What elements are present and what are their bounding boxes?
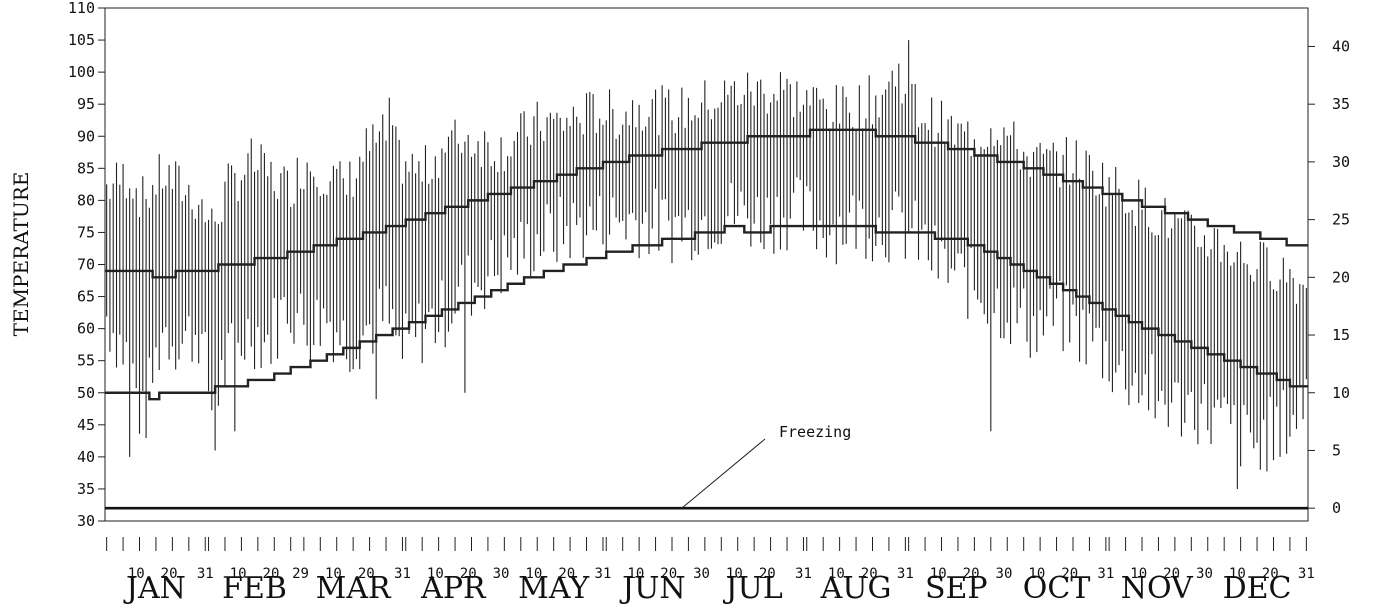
x-month-label: NOV [1121, 571, 1194, 606]
x-day-tick-label: 20 [861, 566, 878, 582]
x-day-tick-label: 29 [292, 566, 309, 582]
right-y-tick-label: 40 [1332, 37, 1350, 55]
x-month-label: JUN [619, 571, 686, 606]
x-day-tick-label: 10 [828, 566, 845, 582]
right-y-tick-label: 30 [1332, 153, 1350, 171]
x-day-tick-label: 20 [759, 566, 776, 582]
normal-low-line [105, 224, 1308, 401]
x-day-tick-label: 10 [726, 566, 743, 582]
x-day-tick-label: 10 [1229, 566, 1246, 582]
freezing-leader [681, 438, 766, 509]
freezing-label: Freezing [779, 423, 851, 441]
x-day-tick-label: 10 [230, 566, 247, 582]
x-day-tick-label: 20 [263, 566, 280, 582]
x-day-tick-label: 10 [128, 566, 145, 582]
left-y-tick-label: 55 [77, 352, 95, 370]
x-month-label: MAR [316, 571, 392, 606]
x-month-label: AUG [820, 571, 892, 606]
x-month-label: OCT [1023, 571, 1091, 606]
x-month-label: DEC [1223, 571, 1292, 606]
left-y-tick-label: 110 [68, 0, 95, 17]
daily-range-bars [106, 40, 1307, 489]
x-day-tick-label: 10 [1130, 566, 1147, 582]
x-day-tick-label: 20 [1163, 566, 1180, 582]
x-day-tick-label: 30 [493, 566, 510, 582]
x-day-tick-label: 10 [526, 566, 543, 582]
x-day-tick-label: 20 [1262, 566, 1279, 582]
normal-lines [105, 128, 1308, 401]
x-day-tick-label: 10 [930, 566, 947, 582]
left-y-tick-label: 45 [77, 416, 95, 434]
left-y-tick-label: 100 [68, 63, 95, 81]
left-y-tick-label: 50 [77, 384, 95, 402]
x-day-tick-label: 20 [558, 566, 575, 582]
x-month-label: JUL [723, 571, 783, 606]
left-y-tick-label: 95 [77, 95, 95, 113]
left-y-tick-label: 85 [77, 159, 95, 177]
right-y-axis: 0 5 10 15 20 25 30 35 40 [1308, 37, 1350, 517]
x-day-tick-label: 20 [660, 566, 677, 582]
freezing-annotation: Freezing [105, 423, 1308, 510]
right-y-tick-label: 0 [1332, 499, 1341, 517]
x-day-tick-label: 20 [1061, 566, 1078, 582]
x-day-tick-label: 31 [595, 566, 612, 582]
x-day-tick-label: 31 [1298, 566, 1315, 582]
x-day-tick-label: 31 [394, 566, 411, 582]
x-day-tick-label: 10 [427, 566, 444, 582]
right-y-tick-label: 10 [1332, 384, 1350, 402]
x-day-tick-label: 31 [897, 566, 914, 582]
right-y-tick-label: 5 [1332, 441, 1341, 459]
left-y-tick-label: 35 [77, 480, 95, 498]
x-day-tick-label: 31 [1097, 566, 1114, 582]
plot-frame [104, 7, 1309, 522]
normal-high-line [105, 128, 1308, 279]
right-y-tick-label: 35 [1332, 95, 1350, 113]
x-day-tick-label: 10 [325, 566, 342, 582]
left-y-tick-label: 65 [77, 288, 95, 306]
x-day-tick-label: 10 [1028, 566, 1045, 582]
x-axis: 10 20 31 10 20 29 10 20 31 10 20 30 10 20 31 10 20 30 10 20… [106, 537, 1315, 606]
x-day-tick-label: 20 [963, 566, 980, 582]
x-month-label: JAN [123, 571, 186, 606]
left-y-tick-label: 40 [77, 448, 95, 466]
y-axis-title: TEMPERATURE [9, 172, 33, 337]
x-day-tick-label: 10 [627, 566, 644, 582]
left-y-tick-label: 105 [68, 31, 95, 49]
right-y-tick-label: 25 [1332, 211, 1350, 229]
x-month-label: APR [420, 571, 487, 606]
x-month-label: SEP [925, 571, 988, 606]
left-y-tick-label: 90 [77, 127, 95, 145]
x-month-label: MAY [518, 571, 590, 606]
x-day-tick-label: 31 [795, 566, 812, 582]
left-y-tick-label: 60 [77, 320, 95, 338]
left-y-tick-label: 70 [77, 256, 95, 274]
right-y-tick-label: 15 [1332, 326, 1350, 344]
left-y-tick-label: 75 [77, 223, 95, 241]
left-y-tick-label: 30 [77, 512, 95, 530]
right-y-tick-label: 20 [1332, 268, 1350, 286]
x-day-tick-label: 20 [358, 566, 375, 582]
x-day-tick-label: 30 [996, 566, 1013, 582]
left-y-axis: 30 35 40 45 50 55 60 65 70 75 80 85 90 95 100 105 110 [68, 0, 105, 530]
x-day-tick-label: 31 [197, 566, 214, 582]
x-day-tick-label: 20 [460, 566, 477, 582]
x-day-tick-label: 30 [1196, 566, 1213, 582]
x-day-tick-label: 20 [161, 566, 178, 582]
x-day-tick-label: 30 [693, 566, 710, 582]
plot-border [104, 7, 1309, 522]
x-month-label: FEB [222, 571, 287, 606]
left-y-tick-label: 80 [77, 191, 95, 209]
